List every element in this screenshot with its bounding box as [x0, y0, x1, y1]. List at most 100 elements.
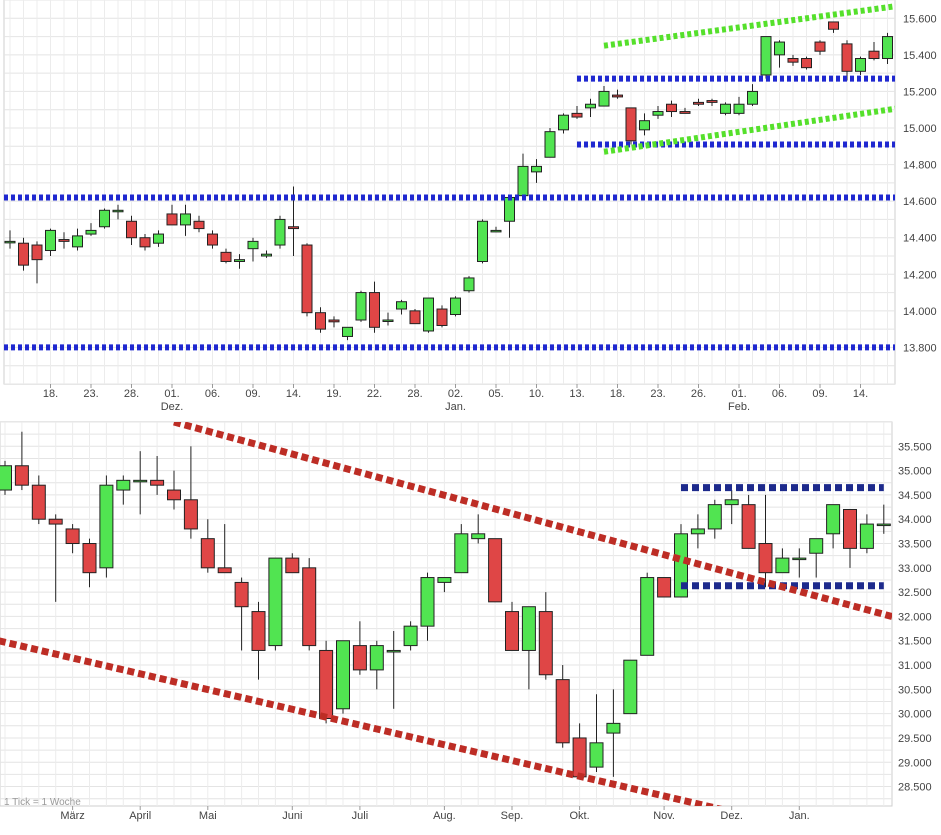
weekly-plot-area	[0, 421, 893, 807]
daily-x-tick-label: 28.	[407, 388, 422, 400]
candle-body	[261, 253, 272, 257]
weekly-x-tick-label: März	[60, 810, 84, 822]
candle-body	[652, 111, 664, 116]
daily-trend-line	[603, 105, 895, 155]
candle-body	[454, 533, 469, 574]
candle-body	[809, 538, 824, 554]
candle-body	[693, 101, 704, 105]
candle-body	[463, 277, 475, 292]
candle-body	[436, 308, 448, 326]
candle-body	[640, 577, 655, 656]
candle-body	[315, 312, 326, 330]
weekly-x-tick-label: Mai	[199, 810, 217, 822]
daily-x-tick-label: 22.	[367, 388, 382, 400]
daily-x-tick-label: 13.	[569, 388, 584, 400]
weekly-y-tick-label: 31.000	[898, 660, 932, 672]
candle-body	[193, 220, 205, 230]
candle-body	[774, 41, 785, 56]
daily-x-tick-label: 23.	[83, 388, 98, 400]
daily-candles	[4, 21, 893, 341]
candle-body	[336, 640, 350, 710]
weekly-y-tick-label: 28.500	[898, 782, 932, 794]
candle-body	[133, 479, 148, 483]
daily-x-tick-label: 06.	[205, 388, 220, 400]
candle-body	[623, 659, 638, 715]
candle-body	[352, 645, 367, 671]
candle-body	[251, 611, 266, 651]
candle-body	[876, 523, 891, 527]
candle-body	[437, 577, 452, 583]
candle-body	[126, 220, 137, 239]
candle-body	[606, 722, 621, 734]
weekly-chart: 28.500 29.000 29.500 30.000 30.500 31.000 31.5…	[0, 421, 932, 822]
daily-x-tick-label: 02.	[448, 388, 463, 400]
candle-body	[585, 103, 596, 109]
candle-body	[82, 543, 97, 574]
candle-body	[58, 239, 70, 242]
candle-body	[234, 259, 245, 262]
candle-body	[490, 229, 502, 233]
candle-body	[217, 567, 232, 574]
candle-body	[72, 235, 83, 248]
candle-body	[274, 218, 286, 246]
candle-body	[369, 645, 384, 671]
candle-body	[471, 533, 486, 540]
candle-body	[247, 240, 259, 250]
candle-body	[558, 114, 569, 131]
candle-body	[598, 90, 610, 107]
daily-x-month-label: Feb.	[728, 401, 750, 413]
candle-body	[31, 484, 46, 520]
candle-body	[302, 567, 317, 647]
tick-info-label: 1 Tick = 1 Woche	[4, 797, 81, 808]
candle-body	[747, 90, 758, 105]
candle-body	[268, 557, 283, 647]
daily-x-tick-label: 01.	[731, 388, 746, 400]
candle-body	[828, 21, 839, 30]
daily-x-tick-label: 18.	[43, 388, 58, 400]
candle-body	[85, 229, 97, 235]
candle-body	[65, 528, 80, 545]
weekly-y-tick-label: 35.000	[898, 466, 932, 478]
weekly-candles	[0, 431, 891, 778]
candle-body	[150, 479, 165, 486]
candle-body	[342, 326, 353, 337]
candle-body	[477, 220, 488, 262]
candle-body	[706, 100, 718, 103]
candle-body	[657, 577, 672, 598]
daily-y-tick-label: 15.200	[903, 86, 937, 98]
candle-body	[31, 244, 43, 261]
weekly-x-tick-label: Okt.	[570, 810, 590, 822]
candle-body	[504, 196, 515, 222]
candle-body	[517, 165, 529, 197]
daily-x-month-label: Jan.	[445, 401, 466, 413]
weekly-y-tick-label: 34.000	[898, 514, 932, 526]
candle-body	[355, 292, 367, 321]
candle-body	[538, 611, 553, 676]
weekly-x-tick-label: Sep.	[501, 810, 524, 822]
weekly-y-tick-label: 31.500	[898, 636, 932, 648]
daily-x-tick-label: 06.	[772, 388, 787, 400]
weekly-y-tick-label: 33.000	[898, 563, 932, 575]
daily-trend-line	[603, 3, 895, 49]
daily-x-tick-label: 28.	[124, 388, 139, 400]
candle-body	[420, 577, 435, 627]
candle-body	[180, 213, 191, 226]
daily-plot-area	[3, 0, 896, 385]
weekly-trend-line	[173, 422, 892, 621]
weekly-y-tick-label: 29.500	[898, 733, 932, 745]
daily-x-tick-label: 09.	[812, 388, 827, 400]
candle-body	[859, 523, 874, 549]
candle-body	[369, 292, 380, 328]
weekly-x-tick-label: Nov.	[653, 810, 675, 822]
daily-y-tick-label: 14.200	[903, 269, 937, 281]
candle-body	[801, 58, 812, 69]
daily-y-tick-label: 14.800	[903, 160, 937, 172]
weekly-x-tick-label: April	[129, 810, 151, 822]
weekly-x-tick-label: Juni	[282, 810, 302, 822]
candle-body	[207, 233, 218, 246]
candle-body	[409, 310, 421, 325]
candle-body	[386, 649, 401, 653]
daily-y-tick-label: 15.000	[903, 123, 937, 135]
